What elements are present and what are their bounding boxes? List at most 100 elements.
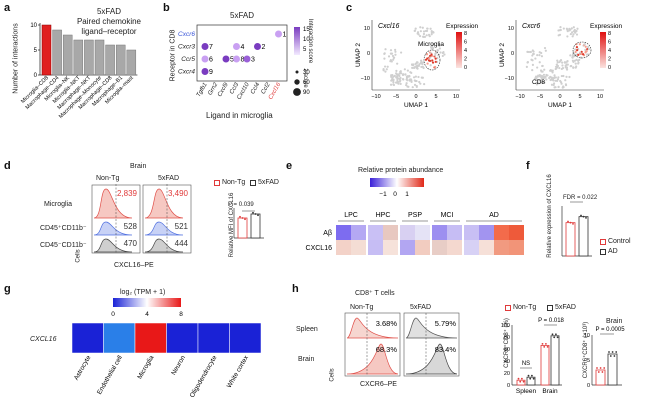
bar2-pvalue: P = 0.0005 [595,327,625,333]
panel-b-xlabel: Ligand in microglia [206,111,273,120]
col-label: Ccl3 [229,81,241,95]
panel-d-col1: Non-Tg [96,175,120,182]
cell-point [430,31,433,34]
cell-point [548,76,551,80]
size-legend-dot [294,79,300,85]
cxcr6-count-point [597,371,600,373]
cell-point [564,64,567,67]
cell-point [402,73,405,76]
heatmap-cell [368,240,383,255]
panel-a-bar-chart: 0510Microglia–CD8Macrophage–CD4Microglia… [20,23,138,120]
cell-point [439,51,442,54]
cell-point [398,72,401,75]
cxcr6-point [541,343,544,345]
cell-point [550,69,553,73]
cell-point [550,83,554,86]
umap-colorbar-tick: 6 [608,40,611,46]
cell-point [383,57,386,60]
cell-point [535,83,539,86]
cxcr6-count-point [613,355,616,357]
cell-point [584,51,587,54]
cell-point [537,82,540,85]
cell-point [419,34,422,38]
cell-point [573,59,577,62]
panel-h-col2: 5xFAD [410,304,432,311]
umap-colorbar-tick: 0 [608,65,611,71]
cell-point [397,82,400,85]
cell-point [392,75,395,78]
cell-point [420,59,423,62]
cell-point [408,78,411,81]
cell-point [575,54,578,57]
dot-rank: 9 [209,69,213,76]
cell-point [577,62,580,65]
umap-y-tick: −10 [361,76,370,82]
cell-point [582,53,585,56]
cell-point [559,26,562,29]
panel-d-legend-5xfad: 5xFAD [250,179,279,186]
cell-point [425,34,428,37]
cell-point [415,79,418,83]
flow-mfi-value: 3,490 [168,189,189,198]
cell-point [558,29,562,32]
panel-f-bar-chart [561,201,592,257]
expression-point [582,215,585,218]
size-legend-dot [295,70,299,74]
cell-point [396,62,399,65]
cell-point [529,50,532,54]
row-label: Cxcr6 [178,31,195,38]
cell-point [543,68,546,71]
cell-point [423,83,426,86]
cell-point [562,27,565,30]
cell-point [390,74,393,77]
umap-colorbar-tick: 4 [608,48,611,54]
cell-point [538,61,541,64]
heatmap-cell [432,240,447,255]
cluster-outline [423,49,441,71]
cell-point [407,85,410,88]
flow-histogram [93,238,133,253]
bar1-y-tick: 100 [501,323,510,329]
mfi-point [252,211,254,214]
flow-mfi-value: 521 [175,222,189,231]
cell-point [404,73,407,76]
cell-point [541,81,544,84]
heatmap-group-label: AD [489,212,499,219]
cell-point [571,35,574,38]
flow-histogram [405,343,458,375]
row-label: Cxcr3 [178,44,195,51]
col-label: Ccl4 [250,81,262,95]
heatmap-group-label: MCI [441,212,454,219]
score-tick: 15 [303,27,310,33]
cell-point [411,86,414,89]
cell-point [557,85,560,89]
cell-point [419,82,422,85]
cell-point [411,63,415,66]
cell-point [408,74,411,78]
mfi-point [244,218,246,221]
panel-a-title: 5xFAD Paired chemokine ligand–receptor [76,7,142,36]
cell-point [418,80,421,84]
cxcr6-bar [526,376,536,386]
cell-point [402,78,405,81]
panel-e-label: e [286,160,293,172]
mfi-point [257,214,259,217]
cell-point [406,75,409,78]
cell-point [417,33,420,36]
cell-point [438,47,441,50]
cell-point [421,65,424,69]
cell-point [556,61,559,64]
panel-h-row-spleen: Spleen [296,326,318,333]
heatmap-cell [432,225,447,240]
heatmap-cell [447,240,462,255]
size-legend-label: 30 [303,70,310,76]
cell-point [400,72,403,75]
cell-point [432,42,435,46]
tpm-cell [197,322,230,354]
heatmap-cell [464,225,479,240]
cell-point [422,61,425,64]
dot-rank: 8 [241,57,245,64]
cell-point [561,61,564,64]
cell-point [568,75,571,79]
cell-point [579,51,582,54]
